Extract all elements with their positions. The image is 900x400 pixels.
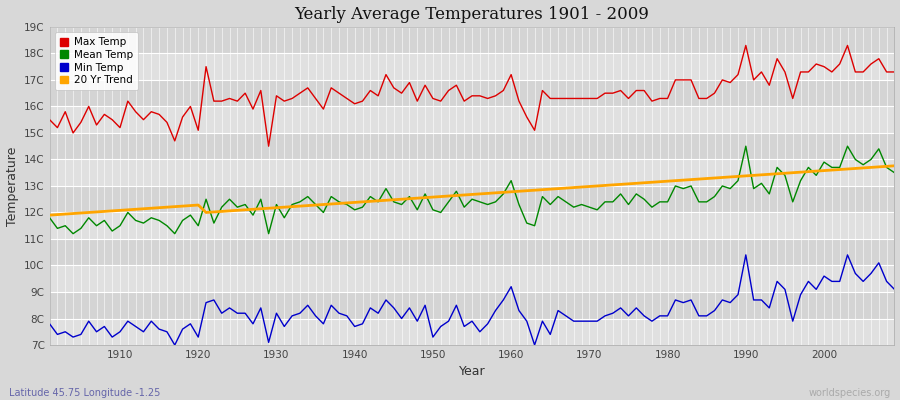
Bar xyxy=(50,186,895,212)
Title: Yearly Average Temperatures 1901 - 2009: Yearly Average Temperatures 1901 - 2009 xyxy=(294,6,650,22)
Bar xyxy=(50,54,895,80)
Legend: Max Temp, Mean Temp, Min Temp, 20 Yr Trend: Max Temp, Mean Temp, Min Temp, 20 Yr Tre… xyxy=(55,32,138,90)
Bar xyxy=(50,106,895,133)
Bar xyxy=(50,160,895,186)
Bar xyxy=(50,133,895,160)
Text: worldspecies.org: worldspecies.org xyxy=(809,388,891,398)
Bar xyxy=(50,318,895,345)
X-axis label: Year: Year xyxy=(459,366,485,378)
Bar xyxy=(50,266,895,292)
Text: Latitude 45.75 Longitude -1.25: Latitude 45.75 Longitude -1.25 xyxy=(9,388,160,398)
Bar xyxy=(50,239,895,266)
Bar xyxy=(50,80,895,106)
Y-axis label: Temperature: Temperature xyxy=(5,146,19,226)
Bar xyxy=(50,27,895,54)
Bar xyxy=(50,292,895,318)
Bar xyxy=(50,212,895,239)
